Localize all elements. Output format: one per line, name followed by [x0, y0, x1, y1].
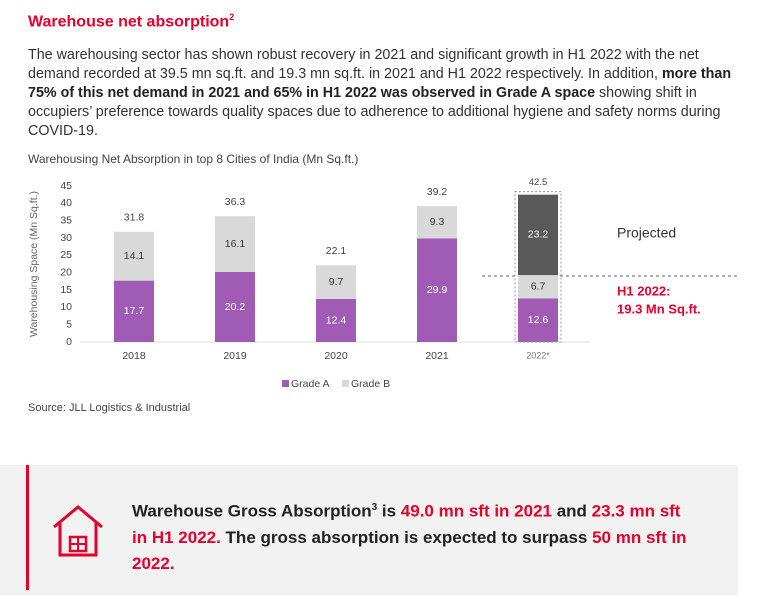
x-tick-label: 2020	[324, 350, 348, 362]
accent-bar	[26, 465, 29, 590]
value-label: 9.3	[430, 216, 445, 228]
value-label: 12.6	[528, 314, 549, 326]
footnote: 3	[371, 502, 378, 513]
projected-label: Projected	[617, 225, 676, 241]
value-label: 14.1	[124, 250, 145, 262]
legend-label: Grade B	[351, 378, 390, 390]
x-tick-label: 2022*	[526, 350, 550, 360]
bar-segment	[417, 238, 457, 342]
total-label: 39.2	[427, 186, 448, 198]
paragraph: The warehousing sector has shown robust …	[28, 46, 740, 141]
y-tick-label: 0	[66, 336, 72, 348]
annotation: H1 2022:	[617, 283, 670, 298]
y-tick-label: 40	[60, 197, 72, 209]
y-tick-label: 25	[60, 249, 72, 261]
bar-segment	[316, 265, 356, 300]
total-label: 36.3	[225, 196, 246, 208]
heading: Warehouse net absorption2	[28, 12, 234, 31]
legend-swatch	[282, 380, 289, 387]
value-label: 9.7	[329, 276, 344, 288]
text: showing shift in occupiers’ preference t…	[28, 85, 721, 139]
bar-segment	[518, 275, 558, 299]
callout-text: Warehouse Gross Absorption3 is 49.0 mn s…	[132, 495, 692, 577]
text: The warehousing sector has shown robust …	[28, 47, 699, 82]
heading-title: Warehouse net absorption	[28, 13, 230, 31]
chart: Warehousing Net Absorption in top 8 Citi…	[28, 152, 740, 390]
legend-label: Grade A	[291, 378, 330, 390]
highlight: 49.0 mn sft in 2021	[400, 501, 552, 521]
bar-segment	[114, 231, 154, 281]
value-label: 20.2	[225, 301, 246, 313]
value-label: 23.2	[528, 229, 549, 241]
value-label: 12.4	[326, 314, 347, 326]
text: The gross absorption is expected to surp…	[220, 527, 593, 547]
text: is	[377, 501, 401, 521]
y-tick-label: 35	[60, 214, 72, 226]
bar-segment	[215, 216, 255, 272]
bar-segment	[518, 194, 558, 276]
projection-outline	[514, 191, 562, 343]
total-label: 42.5	[529, 177, 548, 188]
y-tick-label: 5	[66, 318, 72, 330]
footnote: 2	[229, 12, 235, 22]
x-tick-label: 2018	[122, 350, 146, 362]
value-label: 6.7	[531, 280, 546, 292]
y-tick-label: 20	[60, 266, 72, 278]
x-tick-label: 2021	[425, 350, 449, 362]
bar-segment	[518, 298, 558, 342]
text: and	[551, 501, 592, 521]
bar-segment	[417, 206, 457, 239]
y-tick-label: 10	[60, 301, 72, 313]
value-label: 16.1	[225, 238, 246, 250]
legend-swatch	[342, 380, 349, 387]
bar-segment	[215, 271, 255, 342]
value-label: 17.7	[124, 305, 145, 317]
highlight: 23.3 mn sft in H1 2022.	[132, 501, 681, 547]
callout: Warehouse Gross Absorption3 is 49.0 mn s…	[0, 465, 738, 595]
bar-segment	[114, 280, 154, 342]
source: Source: JLL Logistics & Industrial	[28, 402, 191, 414]
annotation: 19.3 Mn Sq.ft.	[617, 301, 701, 316]
total-label: 31.8	[124, 212, 145, 224]
x-tick-label: 2019	[223, 350, 247, 362]
value-label: 29.9	[427, 284, 448, 296]
total-label: 22.1	[326, 245, 347, 257]
y-tick-label: 45	[60, 180, 72, 192]
bar-segment	[316, 299, 356, 342]
text: Warehouse Gross Absorption	[132, 501, 372, 521]
highlight: 50 mn sft in 2022.	[132, 527, 687, 573]
bold-text: more than 75% of this net demand in 2021…	[28, 66, 732, 101]
chart-title: Warehousing Net Absorption in top 8 Citi…	[28, 152, 358, 166]
y-tick-label: 15	[60, 284, 72, 296]
y-axis-title: Warehousing Space (Mn Sq.ft.)	[28, 191, 40, 337]
house-icon	[53, 505, 103, 557]
y-tick-label: 30	[60, 232, 72, 244]
